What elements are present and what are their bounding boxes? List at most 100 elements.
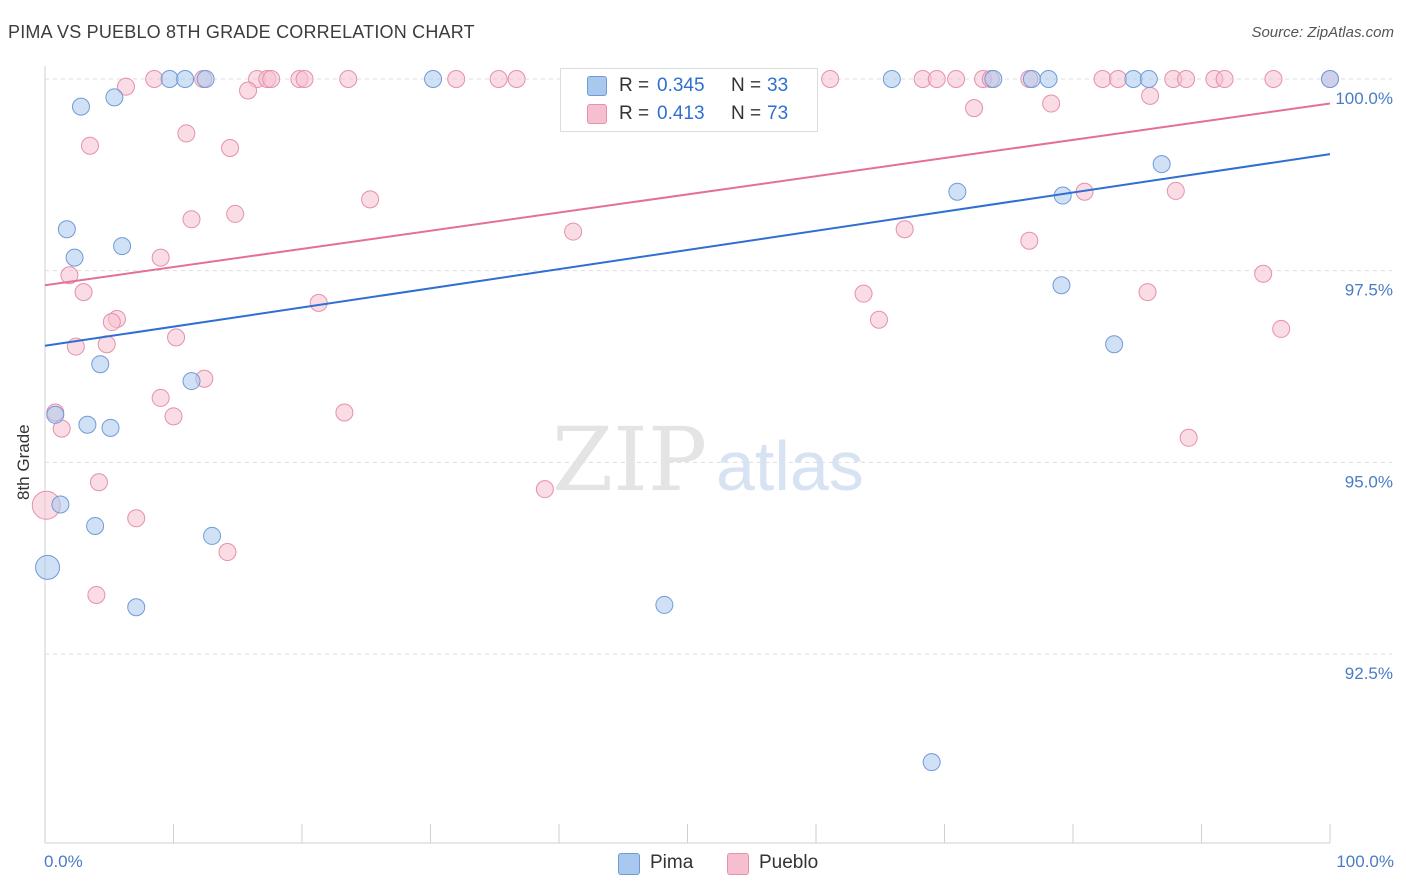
pima-point bbox=[86, 516, 105, 535]
pueblo-point bbox=[151, 248, 170, 267]
pima-point bbox=[1105, 335, 1124, 354]
pueblo-point bbox=[927, 70, 946, 88]
pueblo-point bbox=[226, 204, 245, 223]
legend-label-pima: Pima bbox=[650, 852, 694, 873]
pueblo-point bbox=[1138, 283, 1157, 302]
pueblo-swatch bbox=[587, 104, 607, 124]
n-value: 33 bbox=[767, 75, 789, 96]
pueblo-point bbox=[965, 99, 984, 118]
pueblo-point bbox=[239, 81, 258, 100]
pima-point bbox=[424, 70, 443, 88]
pueblo-point bbox=[489, 70, 508, 88]
y-tick-label: 92.5% bbox=[1345, 664, 1393, 683]
pima-point bbox=[948, 182, 967, 201]
r-label: R = bbox=[619, 75, 650, 96]
pima-point bbox=[91, 355, 110, 374]
pueblo-point bbox=[1179, 428, 1198, 447]
n-label: N = bbox=[731, 103, 762, 124]
y-tick-labels: 92.5% 95.0% 97.5% 100.0% bbox=[1335, 89, 1393, 683]
pueblo-point bbox=[1141, 86, 1160, 105]
trend-lines bbox=[44, 102, 1331, 347]
pima-point bbox=[882, 70, 901, 88]
pima-point bbox=[655, 595, 674, 614]
pima-point bbox=[984, 70, 1003, 88]
axes bbox=[44, 66, 1331, 844]
pueblo-points bbox=[31, 70, 1339, 604]
pueblo-trend-line bbox=[44, 102, 1331, 287]
r-label: R = bbox=[619, 103, 650, 124]
pueblo-point bbox=[309, 293, 328, 312]
legend-label-pueblo: Pueblo bbox=[759, 852, 819, 873]
pima-point bbox=[46, 405, 65, 424]
pima-point bbox=[127, 598, 146, 617]
watermark: ZIP atlas bbox=[552, 408, 864, 511]
pueblo-point bbox=[339, 70, 358, 88]
pueblo-point bbox=[177, 124, 196, 143]
n-label: N = bbox=[731, 75, 762, 96]
pueblo-point bbox=[1093, 70, 1112, 88]
r-value: 0.413 bbox=[657, 103, 705, 124]
y-axis-label: 8th Grade bbox=[14, 424, 33, 500]
pima-swatch bbox=[618, 853, 640, 875]
pima-point bbox=[1321, 70, 1339, 88]
r-value: 0.345 bbox=[657, 75, 705, 96]
pima-point bbox=[1052, 276, 1071, 295]
pueblo-point bbox=[1042, 94, 1061, 113]
pueblo-point bbox=[182, 210, 201, 229]
pueblo-point bbox=[1020, 231, 1039, 250]
pueblo-swatch bbox=[727, 853, 749, 875]
pueblo-point bbox=[1215, 70, 1234, 88]
pima-point bbox=[203, 526, 222, 545]
pima-point bbox=[57, 220, 76, 239]
pima-point bbox=[1022, 70, 1041, 88]
pueblo-point bbox=[221, 139, 240, 157]
pueblo-point bbox=[262, 70, 281, 88]
pueblo-point bbox=[1272, 319, 1291, 338]
pima-point bbox=[1124, 70, 1143, 88]
pueblo-point bbox=[74, 283, 93, 302]
y-tick-label: 100.0% bbox=[1335, 89, 1393, 108]
pueblo-point bbox=[821, 70, 840, 88]
pueblo-point bbox=[102, 313, 121, 332]
pueblo-point bbox=[164, 407, 183, 426]
stats-legend: R = 0.345 N = 33 R = 0.413 N = 73 bbox=[560, 68, 818, 132]
pima-point bbox=[1039, 70, 1058, 88]
pima-point bbox=[176, 70, 195, 88]
chart-title: PIMA VS PUEBLO 8TH GRADE CORRELATION CHA… bbox=[8, 22, 475, 42]
y-tick-label: 97.5% bbox=[1345, 281, 1393, 300]
pueblo-point bbox=[361, 190, 380, 209]
grid-lines bbox=[45, 78, 1392, 655]
pima-point bbox=[35, 554, 61, 580]
pueblo-point bbox=[535, 480, 554, 499]
pueblo-point bbox=[507, 70, 526, 88]
pueblo-point bbox=[60, 266, 79, 285]
pueblo-point bbox=[218, 543, 237, 562]
pueblo-point bbox=[1108, 70, 1127, 88]
pueblo-point bbox=[89, 473, 108, 492]
pima-point bbox=[101, 418, 120, 437]
pima-point bbox=[160, 70, 179, 88]
pima-point bbox=[196, 70, 215, 88]
pueblo-point bbox=[447, 70, 466, 88]
x-tick-min: 0.0% bbox=[44, 852, 83, 871]
pueblo-point bbox=[335, 403, 354, 422]
pima-point bbox=[1152, 155, 1171, 174]
pima-point bbox=[65, 248, 84, 267]
y-tick-label: 95.0% bbox=[1345, 472, 1393, 491]
x-tick-max: 100.0% bbox=[1336, 852, 1394, 871]
pueblo-point bbox=[1254, 264, 1273, 283]
pima-point bbox=[1139, 70, 1158, 88]
pueblo-point bbox=[87, 585, 106, 604]
watermark-atlas: atlas bbox=[716, 427, 864, 505]
pima-swatch bbox=[587, 76, 607, 96]
pueblo-point bbox=[116, 77, 135, 96]
pueblo-point bbox=[869, 310, 888, 329]
pima-point bbox=[51, 495, 70, 514]
pueblo-point bbox=[295, 70, 314, 88]
pueblo-point bbox=[1264, 70, 1283, 88]
pueblo-point bbox=[947, 70, 966, 88]
pueblo-point bbox=[854, 284, 873, 303]
watermark-zip: ZIP bbox=[552, 408, 707, 511]
pima-trend-line bbox=[44, 153, 1331, 347]
